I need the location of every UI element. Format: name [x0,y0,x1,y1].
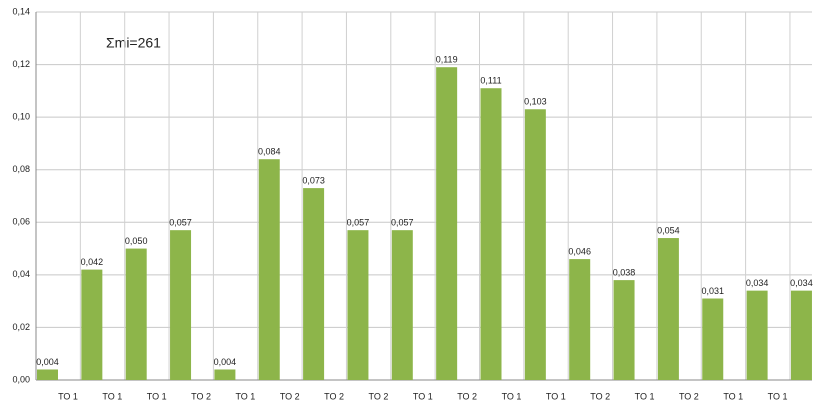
x-tick-label: TO 2 [191,391,211,401]
bar [746,290,768,380]
data-label: 0,004 [214,357,237,367]
y-tick-label: 0,08 [12,164,30,174]
x-tick-label: TO 1 [147,391,167,401]
x-tick-label: TO 2 [590,391,610,401]
data-label: 0,046 [568,246,591,256]
x-tick-label: TO 2 [324,391,344,401]
x-tick-label: TO 1 [58,391,78,401]
bar [480,88,502,380]
bar [569,259,591,380]
x-tick-label: TO 1 [546,391,566,401]
bar [303,188,325,380]
y-tick-label: 0,04 [12,269,30,279]
y-tick-label: 0,06 [12,217,30,227]
data-label: 0,054 [657,225,680,235]
bar [37,369,58,380]
bar [81,269,103,380]
data-label: 0,057 [347,218,370,228]
bar [347,230,369,380]
y-tick-label: 0,02 [12,322,30,332]
x-tick-label: TO 1 [768,391,788,401]
x-tick-label: TO 1 [723,391,743,401]
x-tick-label: TO 1 [413,391,433,401]
data-label: 0,103 [524,97,547,107]
data-label: 0,042 [81,257,104,267]
y-tick-label: 0,12 [12,59,30,69]
x-tick-label: TO 2 [679,391,699,401]
data-label: 0,084 [258,147,281,157]
data-label: 0,057 [169,218,192,228]
data-label: 0,034 [746,278,769,288]
bar [125,248,147,380]
data-label: 0,119 [436,55,458,65]
annotation: Σmi=261 [106,35,161,51]
y-tick-label: 0,00 [12,374,30,384]
x-tick-label: TO 1 [102,391,122,401]
x-tick-label: TO 1 [235,391,255,401]
bar [214,369,236,380]
bar [258,159,280,380]
y-tick-label: 0,10 [12,112,30,122]
x-tick-label: TO 1 [502,391,522,401]
x-tick-label: TO 2 [280,391,300,401]
x-tick-label: TO 2 [369,391,389,401]
data-label: 0,034 [790,278,813,288]
bar [657,238,679,380]
bar [524,109,546,380]
bar [436,67,458,380]
data-label: 0,111 [480,76,501,86]
data-label: 0,050 [125,236,148,246]
data-label: 0,057 [391,218,414,228]
bar [391,230,413,380]
x-tick-label: TO 2 [457,391,477,401]
data-label: 0,031 [701,286,724,296]
bar [170,230,192,380]
bar [702,298,724,380]
data-label: 0,038 [613,267,636,277]
x-tick-label: TO 1 [635,391,655,401]
bar [790,290,812,380]
bar [613,280,635,380]
data-label: 0,073 [302,175,325,185]
data-label: 0,004 [36,357,59,367]
y-tick-label: 0,14 [12,6,30,16]
